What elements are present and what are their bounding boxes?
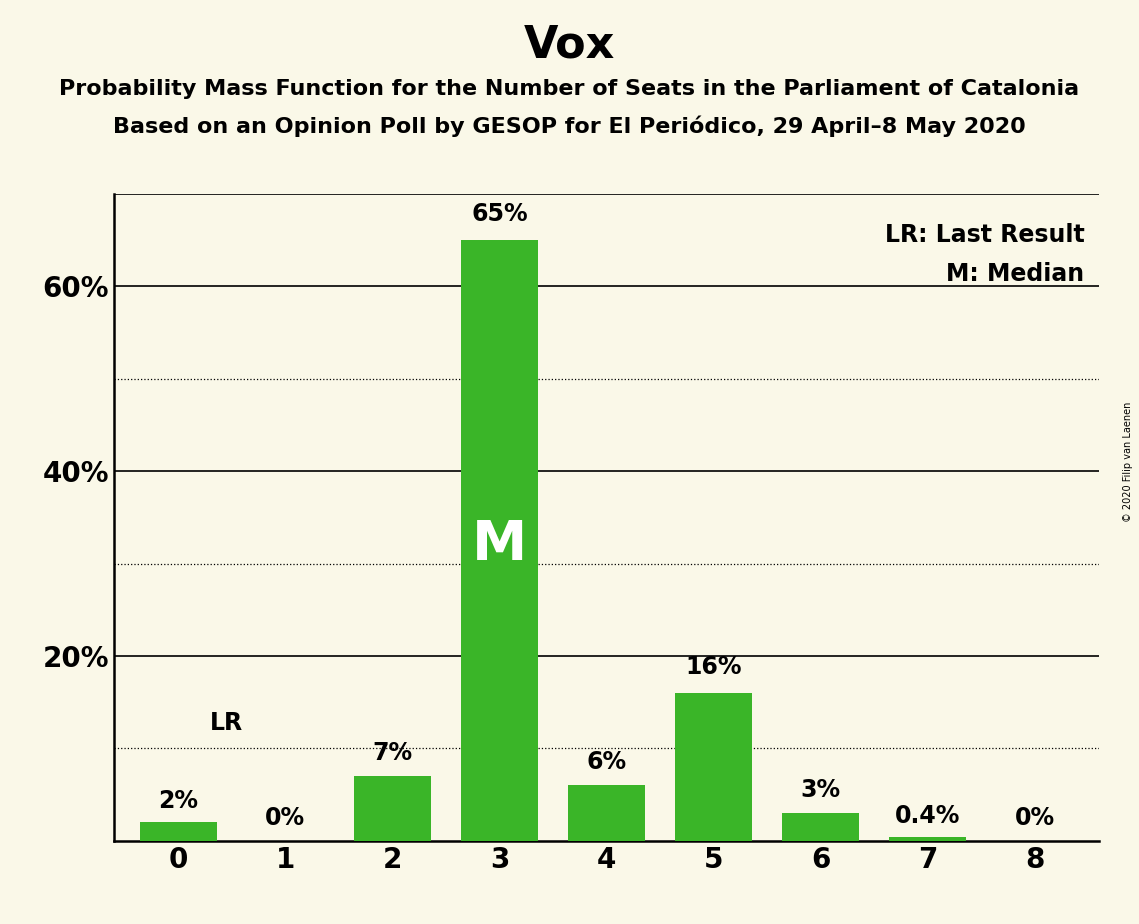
Text: 65%: 65%	[472, 202, 527, 226]
Bar	[568, 785, 645, 841]
Text: 0.4%: 0.4%	[895, 804, 960, 828]
Text: LR: Last Result: LR: Last Result	[885, 223, 1084, 247]
Text: 16%: 16%	[686, 655, 741, 679]
Bar	[461, 240, 538, 841]
Bar	[890, 837, 966, 841]
Text: M: Median: M: Median	[947, 262, 1084, 286]
Text: 3%: 3%	[801, 778, 841, 802]
Bar	[675, 693, 752, 841]
Text: Probability Mass Function for the Number of Seats in the Parliament of Catalonia: Probability Mass Function for the Number…	[59, 79, 1080, 99]
Text: 7%: 7%	[372, 741, 412, 765]
Bar	[140, 822, 216, 841]
Text: 6%: 6%	[587, 750, 626, 774]
Text: 0%: 0%	[265, 806, 305, 830]
Text: Based on an Opinion Poll by GESOP for El Periódico, 29 April–8 May 2020: Based on an Opinion Poll by GESOP for El…	[113, 116, 1026, 137]
Text: LR: LR	[211, 711, 244, 735]
Text: Vox: Vox	[524, 23, 615, 67]
Bar	[354, 776, 431, 841]
Text: 2%: 2%	[158, 789, 198, 813]
Text: © 2020 Filip van Laenen: © 2020 Filip van Laenen	[1123, 402, 1133, 522]
Text: M: M	[472, 518, 527, 572]
Text: 0%: 0%	[1015, 806, 1055, 830]
Bar	[782, 813, 859, 841]
